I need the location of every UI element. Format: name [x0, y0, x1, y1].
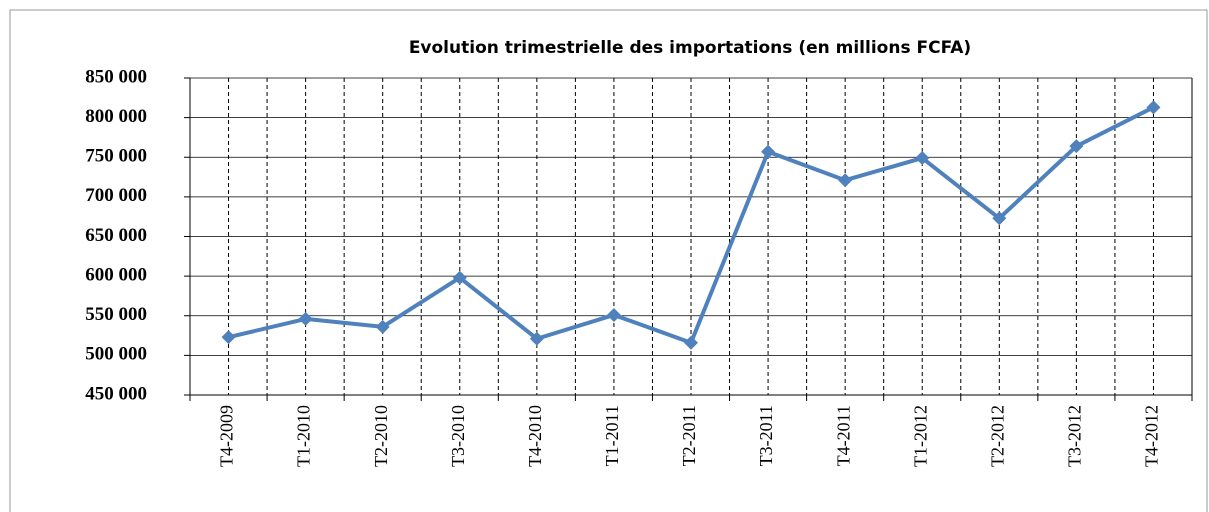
marker [606, 307, 621, 322]
y-tick-label: 750 000 [85, 146, 147, 167]
x-tick-label: T3-2012 [1065, 405, 1085, 467]
y-tick-label: 500 000 [85, 344, 147, 365]
marker [1069, 139, 1084, 154]
x-tick-label: T3-2010 [448, 405, 468, 467]
x-tick-label: T4-2010 [525, 405, 545, 467]
x-tick-label: T3-2011 [756, 405, 776, 466]
y-tick-label: 450 000 [85, 383, 147, 404]
marker [838, 173, 853, 188]
chart-border [9, 9, 1208, 512]
marker [1146, 100, 1161, 115]
marker [761, 144, 776, 159]
x-tick-label: T1-2011 [602, 405, 622, 466]
marker [452, 270, 467, 285]
marker [529, 331, 544, 346]
x-tick-label: T2-2012 [987, 405, 1007, 467]
marker [992, 211, 1007, 226]
marker [221, 330, 236, 345]
marker [375, 319, 390, 334]
y-tick-label: 600 000 [85, 264, 147, 285]
x-tick-label: T2-2011 [679, 405, 699, 466]
y-tick-label: 700 000 [85, 185, 147, 206]
x-tick-label: T4-2012 [1142, 405, 1162, 467]
x-tick-label: T1-2012 [910, 405, 930, 467]
marker [684, 335, 698, 350]
chart-title: Evolution trimestrielle des importations… [409, 38, 971, 58]
y-tick-label: 800 000 [85, 106, 147, 127]
marker [298, 311, 313, 326]
x-tick-label: T1-2010 [294, 405, 314, 467]
y-tick-label: 650 000 [85, 225, 147, 246]
marker [915, 151, 930, 166]
x-tick-label: T2-2010 [371, 405, 391, 467]
y-tick-label: 850 000 [85, 66, 147, 87]
y-tick-label: 550 000 [85, 304, 147, 325]
x-tick-label: T4-2011 [833, 405, 853, 466]
x-tick-label: T4-2009 [217, 405, 237, 467]
